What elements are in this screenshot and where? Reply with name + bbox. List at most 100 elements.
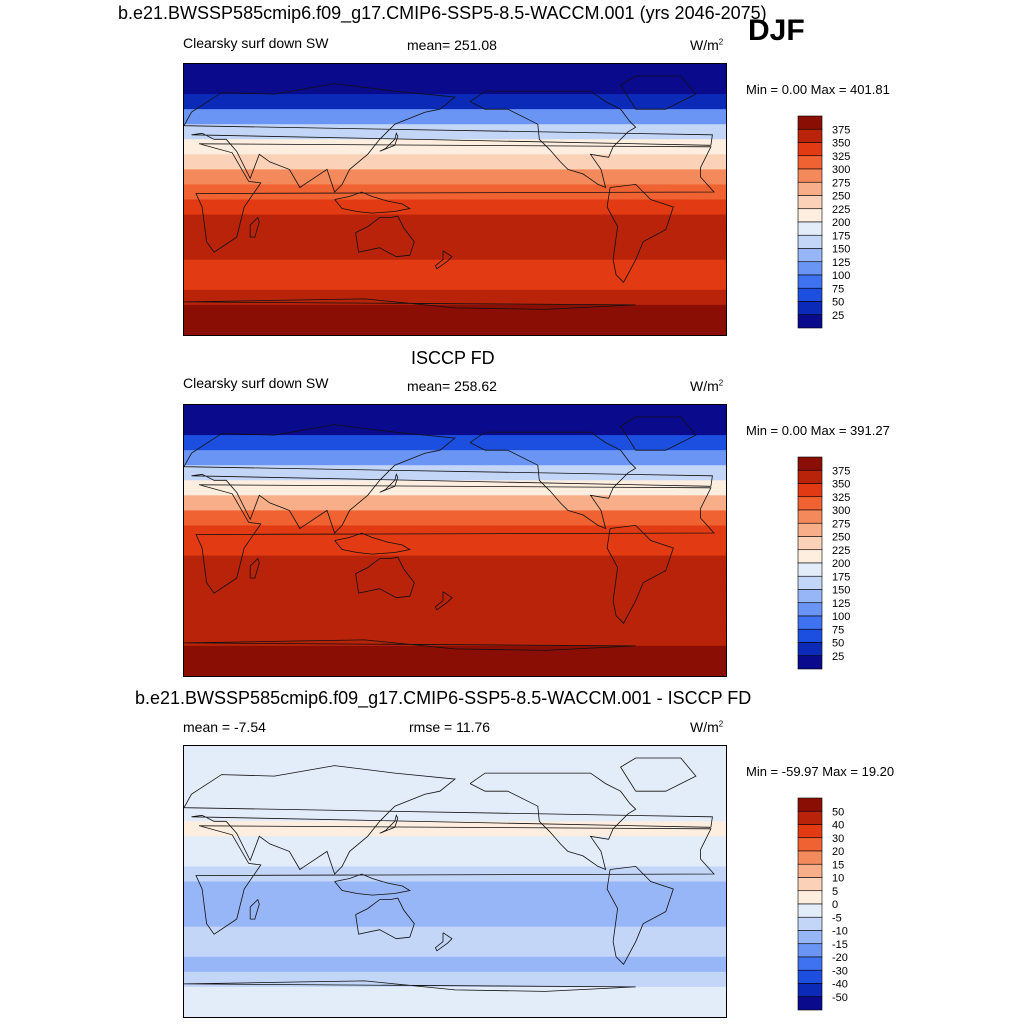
colorbar-box — [797, 221, 823, 236]
lat-band-n45 — [184, 124, 726, 140]
coastline — [184, 639, 636, 651]
colorbar-box — [797, 168, 823, 183]
lat-band-n85 — [184, 405, 726, 421]
panel-obs-minmax: Min = 0.00 Max = 391.27 — [746, 423, 890, 438]
coastline — [434, 591, 453, 611]
lat-band-n65 — [184, 435, 726, 451]
lat-band-n75 — [184, 420, 726, 436]
panel-diff-units: W/m2 — [690, 719, 724, 735]
colorbar-box — [797, 983, 823, 998]
colorbar-tick-label: 350 — [832, 479, 850, 491]
panel-obs-units: W/m2 — [690, 378, 724, 394]
lat-band-n65 — [184, 94, 726, 110]
colorbar-tick-label: 75 — [832, 283, 844, 295]
colorbar-tick-label: 100 — [832, 270, 850, 282]
colorbar-tick-label: 0 — [832, 899, 838, 911]
lat-band-s55 — [184, 274, 726, 291]
colorbar-box — [797, 208, 823, 223]
lat-band-s65 — [184, 630, 726, 647]
lat-band-n5 — [184, 184, 726, 201]
colorbar-box — [797, 248, 823, 263]
colorbar-box — [797, 128, 823, 143]
colorbar-box — [797, 837, 823, 852]
panel-obs-variable: Clearsky surf down SW — [183, 375, 329, 391]
coastline — [379, 132, 399, 152]
coastline — [249, 557, 260, 579]
colorbar-diff: 50 40 30 20 15 10 5 0 -5 -10 -15 -20 -30 -40 -50 — [797, 797, 878, 1012]
lat-band-n15 — [184, 851, 726, 868]
lat-band-n15 — [184, 510, 726, 527]
colorbar-tick-label: -5 — [832, 912, 842, 924]
lat-band-n25 — [184, 154, 726, 170]
colorbar-box — [797, 877, 823, 892]
lat-band-s35 — [184, 244, 726, 261]
colorbar-tick-label: 150 — [832, 585, 850, 597]
colorbar-tick-label: 375 — [832, 465, 850, 477]
colorbar-tick-label: -10 — [832, 926, 848, 938]
coastline — [379, 814, 399, 834]
lat-band-n25 — [184, 836, 726, 852]
lat-band-n35 — [184, 821, 726, 837]
colorbar-tick-label: 250 — [832, 532, 850, 544]
lat-band-n55 — [184, 791, 726, 807]
map-diff — [183, 745, 727, 1018]
lat-band-n75 — [184, 79, 726, 95]
coastline — [334, 532, 411, 555]
colorbar-tick-label: -20 — [832, 952, 848, 964]
lat-band-n45 — [184, 806, 726, 822]
colorbar-tick-label: 75 — [832, 624, 844, 636]
colorbar-box — [797, 522, 823, 537]
colorbar-box — [797, 903, 823, 918]
coastline — [184, 980, 636, 992]
colorbar-box — [797, 483, 823, 498]
lat-band-s25 — [184, 570, 726, 587]
colorbar-box — [797, 850, 823, 865]
colorbar-tick-label: 15 — [832, 859, 844, 871]
colorbar-box — [797, 956, 823, 971]
colorbar-tick-label: 30 — [832, 833, 844, 845]
lat-band-n35 — [184, 139, 726, 155]
coastline — [355, 556, 415, 599]
colorbar-box — [797, 549, 823, 564]
colorbar-box — [797, 890, 823, 905]
coastline — [355, 215, 415, 258]
coastline — [379, 473, 399, 493]
colorbar-box — [797, 181, 823, 196]
lat-band-s25 — [184, 229, 726, 246]
lat-band-s75 — [184, 645, 726, 662]
colorbar-tick-label: 5 — [832, 886, 838, 898]
colorbar-tick-label: 125 — [832, 598, 850, 610]
lat-band-s5 — [184, 199, 726, 216]
coastline — [469, 431, 637, 530]
lat-band-s15 — [184, 214, 726, 231]
coastline — [469, 772, 637, 871]
coastline — [606, 183, 674, 283]
colorbar-tick-label: 50 — [832, 297, 844, 309]
colorbar-box — [797, 916, 823, 931]
colorbar-box — [797, 575, 823, 590]
colorbar-tick-label: 350 — [832, 138, 850, 150]
lat-band-s65 — [184, 289, 726, 306]
colorbar-box — [797, 628, 823, 643]
lat-band-n5 — [184, 525, 726, 542]
coastline — [195, 825, 715, 935]
panel-model-mean: mean= 251.08 — [407, 37, 497, 53]
lat-band-s5 — [184, 540, 726, 557]
colorbar-tick-label: 325 — [832, 151, 850, 163]
colorbar-box — [797, 496, 823, 511]
colorbar-box — [797, 969, 823, 984]
coastline — [195, 143, 715, 253]
colorbar-tick-label: 150 — [832, 244, 850, 256]
colorbar-tick-label: 250 — [832, 191, 850, 203]
lat-band-n85 — [184, 64, 726, 80]
colorbar-box — [797, 469, 823, 484]
colorbar-tick-label: 25 — [832, 651, 844, 663]
colorbar-tick-label: -30 — [832, 965, 848, 977]
colorbar-tick-label: -40 — [832, 979, 848, 991]
map-model — [183, 63, 727, 336]
coastline — [434, 932, 453, 952]
colorbar-box — [797, 509, 823, 524]
lat-band-n85 — [184, 746, 726, 762]
panel-diff-rmse: rmse = 11.76 — [409, 719, 491, 735]
colorbar-tick-label: 200 — [832, 217, 850, 229]
